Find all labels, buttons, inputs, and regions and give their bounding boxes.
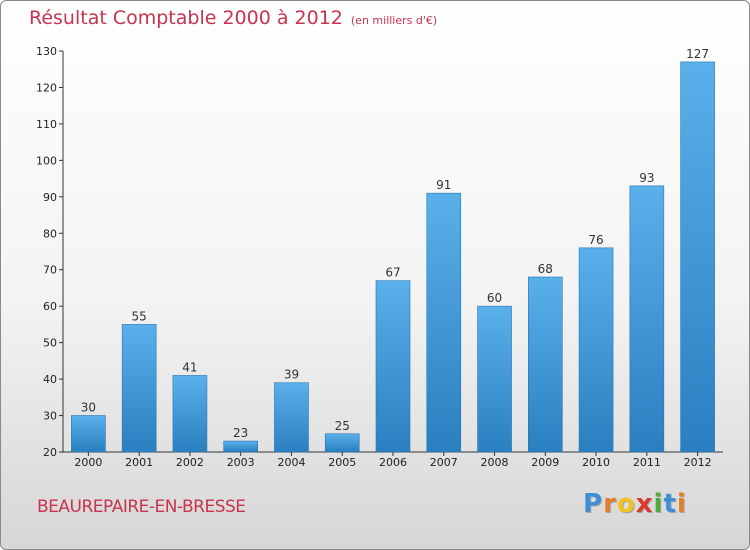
bar-2000 [71, 415, 106, 453]
x-tick-label: 2008 [481, 456, 509, 469]
x-tick-label: 2000 [74, 456, 102, 469]
logo-letter: i [653, 489, 664, 519]
value-label: 39 [284, 368, 299, 382]
bar-2010 [578, 247, 614, 453]
x-tick-label: 2004 [277, 456, 305, 469]
value-label: 41 [182, 360, 197, 374]
x-tick-label: 2005 [328, 456, 356, 469]
value-label: 67 [385, 266, 400, 280]
bar-2008 [477, 305, 512, 453]
y-tick-label: 80 [43, 227, 57, 240]
bar-2011 [629, 185, 665, 453]
chart-title: Résultat Comptable 2000 à 2012 (en millie… [29, 7, 437, 29]
town-name: BEAUREPAIRE-EN-BRESSE [37, 497, 246, 517]
logo-letter: P [583, 489, 604, 519]
bar-2002 [172, 375, 208, 453]
x-tick-label: 2010 [582, 456, 610, 469]
y-tick-label: 70 [43, 264, 57, 277]
value-label: 91 [436, 178, 451, 192]
logo-letter: r [603, 489, 617, 519]
proxiti-logo: Proxiti [583, 489, 687, 519]
bar-2006 [375, 280, 411, 453]
y-tick-label: 100 [36, 154, 57, 167]
bar-2004 [274, 382, 309, 453]
y-tick-label: 90 [43, 191, 57, 204]
logo-letter: t [663, 489, 677, 519]
chart-title-text: Résultat Comptable 2000 à 2012 [29, 7, 343, 29]
chart-unit: (en milliers d'€) [350, 14, 438, 27]
bar-2009 [528, 276, 563, 453]
y-tick-label: 30 [43, 410, 57, 423]
x-tick-label: 2007 [430, 456, 458, 469]
bar-2003 [223, 440, 258, 453]
y-tick-label: 120 [36, 81, 57, 94]
x-tick-label: 2001 [125, 456, 153, 469]
value-label: 55 [132, 309, 147, 323]
x-tick-label: 2002 [176, 456, 204, 469]
x-tick-label: 2011 [633, 456, 661, 469]
bar-2005 [324, 433, 360, 453]
logo-letter: o [616, 489, 636, 519]
x-tick-label: 2012 [684, 456, 712, 469]
logo-letter: i [676, 489, 687, 519]
y-tick-label: 60 [43, 300, 57, 313]
value-label: 93 [639, 171, 654, 185]
y-tick-label: 20 [43, 446, 57, 459]
value-label: 60 [487, 291, 502, 305]
y-tick-label: 50 [43, 337, 57, 350]
bar-2007 [426, 192, 462, 453]
value-label: 25 [335, 419, 350, 433]
value-label: 76 [588, 233, 603, 247]
y-tick-label: 110 [36, 118, 57, 131]
value-label: 68 [538, 262, 553, 276]
value-label: 127 [686, 47, 709, 61]
y-tick-label: 40 [43, 373, 57, 386]
x-tick-label: 2003 [227, 456, 255, 469]
logo-letter: x [635, 489, 654, 519]
y-tick-label: 130 [36, 45, 57, 58]
value-label: 23 [233, 426, 248, 440]
bar-2012 [680, 61, 715, 453]
x-tick-label: 2006 [379, 456, 407, 469]
x-tick-label: 2009 [531, 456, 559, 469]
value-label: 30 [81, 401, 96, 415]
bar-2001 [121, 324, 157, 453]
